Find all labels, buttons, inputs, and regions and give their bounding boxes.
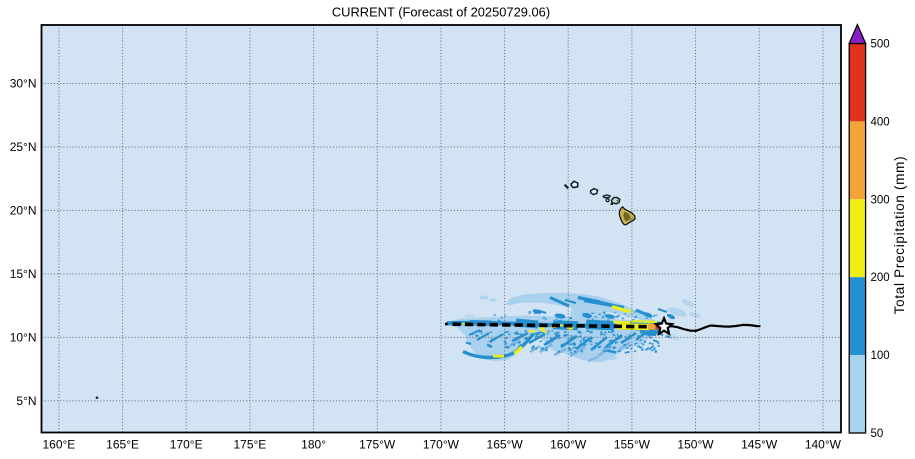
svg-text:155°W: 155°W xyxy=(614,437,651,451)
svg-text:30°N: 30°N xyxy=(10,77,37,91)
svg-text:175°W: 175°W xyxy=(359,437,396,451)
svg-text:100: 100 xyxy=(871,350,890,362)
svg-text:10°N: 10°N xyxy=(10,331,37,345)
svg-text:145°W: 145°W xyxy=(741,437,778,451)
svg-text:300: 300 xyxy=(871,194,890,206)
svg-text:165°E: 165°E xyxy=(106,437,139,451)
svg-text:140°W: 140°W xyxy=(805,437,842,451)
svg-text:400: 400 xyxy=(871,116,890,128)
svg-text:CURRENT (Forecast of 20250729.: CURRENT (Forecast of 20250729.06) xyxy=(332,5,550,20)
svg-text:175°E: 175°E xyxy=(233,437,266,451)
svg-text:20°N: 20°N xyxy=(10,204,37,218)
svg-text:150°W: 150°W xyxy=(677,437,714,451)
svg-text:500: 500 xyxy=(871,39,890,51)
svg-text:160°E: 160°E xyxy=(42,437,75,451)
svg-text:15°N: 15°N xyxy=(10,267,37,281)
svg-text:160°W: 160°W xyxy=(550,437,587,451)
svg-text:50: 50 xyxy=(871,428,884,440)
svg-text:Total Precipitation (mm): Total Precipitation (mm) xyxy=(892,156,907,315)
svg-text:165°W: 165°W xyxy=(487,437,524,451)
svg-text:200: 200 xyxy=(871,272,890,284)
svg-text:25°N: 25°N xyxy=(10,140,37,154)
svg-text:170°W: 170°W xyxy=(423,437,460,451)
svg-text:5°N: 5°N xyxy=(16,394,36,408)
svg-text:180°: 180° xyxy=(301,437,326,451)
svg-text:170°E: 170°E xyxy=(170,437,203,451)
